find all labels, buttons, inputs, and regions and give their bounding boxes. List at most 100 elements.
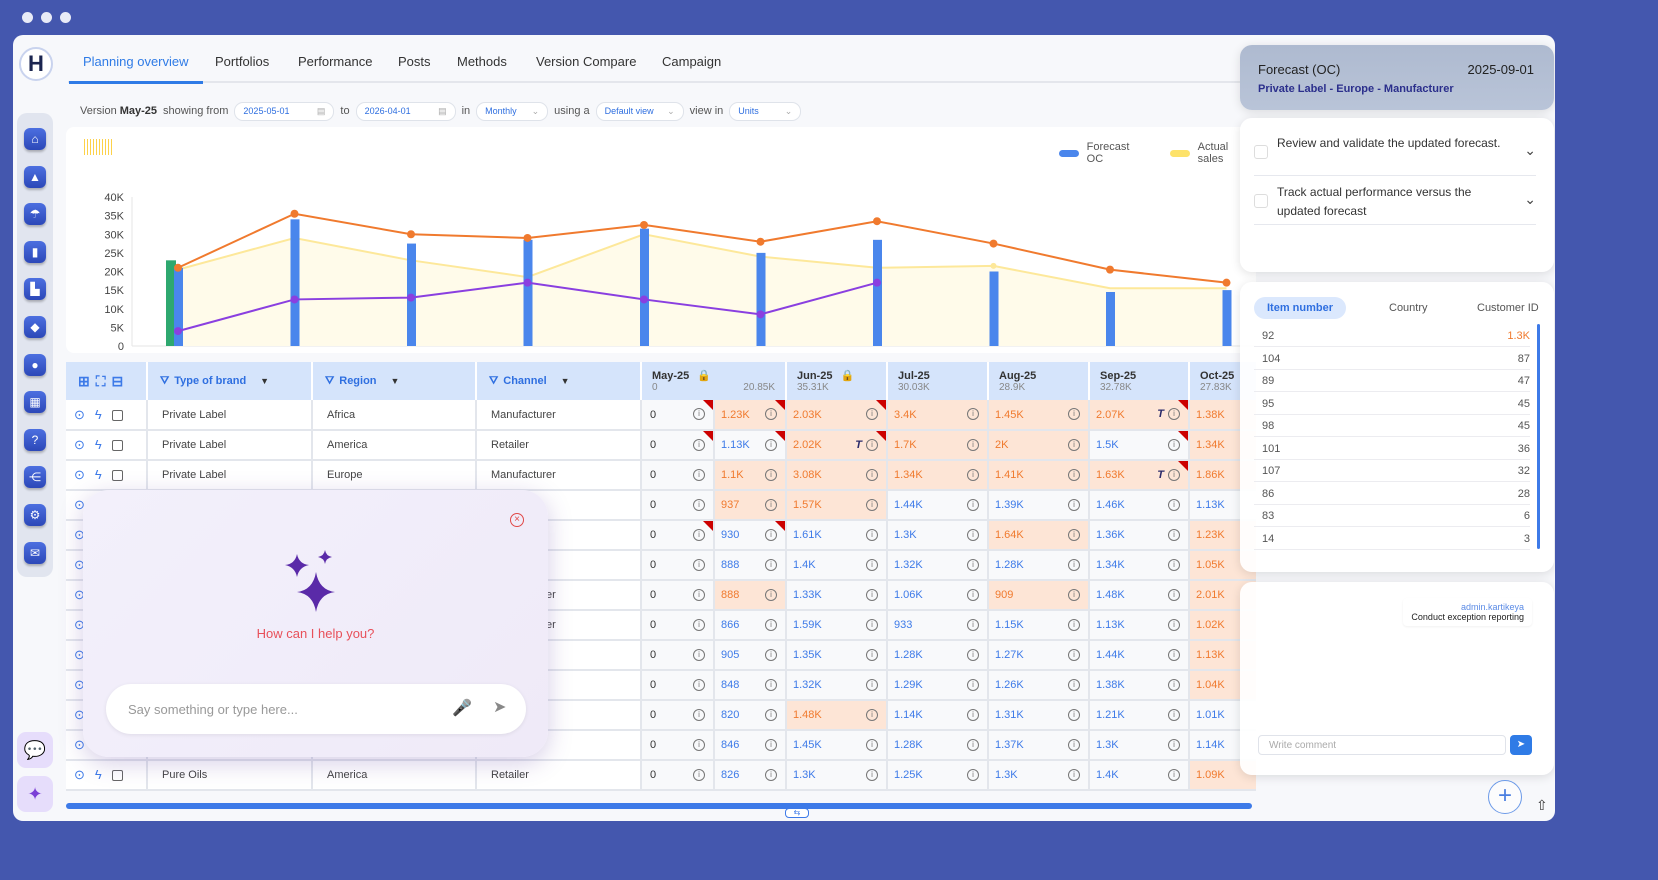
orange-point[interactable] [290,209,299,218]
info-icon[interactable]: i [967,739,979,751]
add-column-icon[interactable]: ⊞ [78,372,90,389]
cell-region[interactable]: America [312,760,477,791]
info-icon[interactable]: i [967,439,979,451]
value-cell[interactable]: 1.45K i [786,730,888,761]
info-icon[interactable]: i [866,408,878,420]
filter-icon[interactable]: ⛛ [489,374,499,387]
forecast-bar[interactable] [523,239,533,346]
info-icon[interactable]: i [1068,469,1080,481]
info-icon[interactable]: i [967,529,979,541]
month-header[interactable]: May-25 🔒 0 20.85K [641,362,787,400]
info-icon[interactable]: i [1068,408,1080,420]
app-logo[interactable]: H [19,47,53,81]
expand-icon[interactable]: ⛶ [95,372,106,389]
info-icon[interactable]: i [765,408,777,420]
tab-version-compare[interactable]: Version Compare [536,54,637,69]
column-header[interactable]: ⛛ Region ▼ [312,362,477,400]
horizontal-scrollbar[interactable] [66,803,1252,809]
tab-methods[interactable]: Methods [457,54,507,69]
forecast-bar[interactable] [873,239,882,346]
info-icon[interactable]: i [693,529,705,541]
orange-point[interactable] [407,230,415,239]
orange-point[interactable] [756,237,765,246]
lock-icon[interactable]: 🔒 [840,370,855,382]
value-cell[interactable]: 1.21K i [1089,700,1190,731]
calendar-edit-icon[interactable]: ▦ [24,391,46,414]
item-row[interactable]: 95 45 [1254,393,1530,415]
item-tab[interactable]: Item number [1254,297,1347,319]
info-icon[interactable]: i [1068,439,1080,451]
value-cell[interactable]: 866 i [714,610,787,641]
purple-point[interactable] [640,295,648,304]
vertical-scrollbar[interactable] [1537,324,1540,549]
info-icon[interactable]: i [1168,649,1180,661]
info-icon[interactable]: i [765,499,777,511]
value-cell[interactable]: 909 i [988,580,1090,611]
send-comment-button[interactable]: ➤ [1510,735,1532,755]
item-tab[interactable]: Country [1389,302,1428,314]
info-icon[interactable]: i [693,769,705,781]
info-icon[interactable]: i [1068,529,1080,541]
sort-caret-icon[interactable]: ▼ [560,375,570,386]
column-header[interactable]: ⛛ Channel ▼ [476,362,642,400]
lock-icon[interactable]: 🔒 [697,370,711,382]
cell-region[interactable]: Africa [312,400,477,431]
value-cell[interactable]: 1.3K i [988,760,1090,791]
row-checkbox[interactable] [111,470,123,482]
value-cell[interactable]: 1.57K i [786,490,888,521]
value-cell[interactable]: 1.39K i [988,490,1090,521]
purple-point[interactable] [407,293,415,302]
orange-point[interactable] [873,217,881,226]
text-note-icon[interactable]: T [1157,408,1164,420]
cell-channel[interactable]: Retailer [476,760,642,791]
info-icon[interactable]: i [765,589,777,601]
info-icon[interactable]: i [866,709,878,721]
expand-row-icon[interactable]: ⊙ [74,406,85,422]
expand-row-icon[interactable]: ⊙ [74,647,85,662]
legend-forecast[interactable]: Forecast OC [1086,141,1130,165]
info-icon[interactable]: i [1168,709,1180,721]
info-icon[interactable]: i [1168,499,1180,511]
info-icon[interactable]: i [1168,589,1180,601]
text-note-icon[interactable]: T [1157,469,1164,481]
forecast-bar[interactable] [1222,290,1232,346]
info-icon[interactable]: i [1168,679,1180,691]
value-cell[interactable]: 1.64K i [988,520,1090,551]
period-select[interactable]: Monthly ⌄ [476,101,549,121]
value-cell[interactable]: 888 i [714,580,787,611]
info-icon[interactable]: i [967,589,979,601]
orange-point[interactable] [1222,278,1231,287]
tab-portfolios[interactable]: Portfolios [215,54,270,69]
info-icon[interactable]: i [967,709,979,721]
forecast-bar[interactable] [640,228,649,346]
info-icon[interactable]: i [1168,469,1180,481]
value-cell[interactable]: 1.61K i [786,520,888,551]
value-cell[interactable]: 1.25K i [887,760,989,791]
info-icon[interactable]: i [693,619,705,631]
item-row[interactable]: 104 87 [1254,348,1530,370]
info-icon[interactable]: i [1068,499,1080,511]
value-cell[interactable]: 933 i [887,610,989,641]
scroll-top-icon[interactable]: ⇧ [1536,797,1548,813]
value-cell[interactable]: 1.34K i [1089,550,1190,581]
value-cell[interactable]: 1.7K i [887,430,989,461]
value-cell[interactable]: 1.3K i [887,520,989,551]
value-cell[interactable]: 1.48K i [786,700,888,731]
value-cell[interactable]: 888 i [714,550,787,581]
table-row[interactable]: ⊙ ϟ Private Label Europe Manufacturer 0 i 1.1K i… [66,460,1256,491]
task-checkbox[interactable] [1254,194,1268,208]
info-icon[interactable]: i [866,559,878,571]
table-row[interactable]: ⊙ ϟ Private Label America Retailer 0 i 1.13K i 2.… [66,430,1256,461]
value-cell[interactable]: 905 i [714,640,787,671]
info-icon[interactable]: i [693,679,705,691]
forecast-bar[interactable] [989,271,999,347]
expand-row-icon[interactable]: ⊙ [74,467,85,482]
settings-icon[interactable]: ⚙ [24,504,46,526]
item-row[interactable]: 14 3 [1254,528,1530,550]
info-icon[interactable]: i [693,559,705,571]
value-cell[interactable]: 820 i [714,700,787,731]
info-icon[interactable]: i [1068,769,1080,781]
orange-point[interactable] [1106,265,1114,274]
